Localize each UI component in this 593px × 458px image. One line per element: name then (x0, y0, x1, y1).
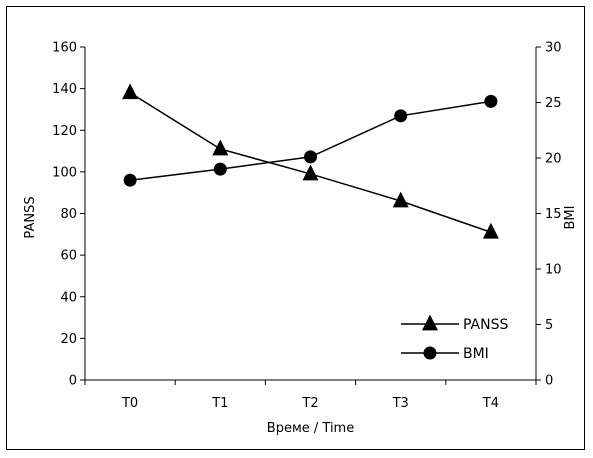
left-axis-tick-label: 100 (52, 165, 77, 180)
legend-label: BMI (463, 346, 489, 362)
legend-item: PANSS (401, 314, 508, 333)
right-axis-ticks: 0 5 10 15 20 25 30 (536, 41, 562, 389)
legend: PANSS BMI (401, 314, 508, 362)
left-axis-tick-label: 20 (60, 332, 77, 347)
left-axis-tick-label: 80 (60, 207, 77, 222)
x-axis-title: Време / Time (267, 421, 354, 436)
right-axis-title: BMI (563, 206, 578, 230)
legend-triangle-marker (422, 314, 438, 331)
right-axis-tick-label: 0 (545, 374, 553, 389)
left-axis-tick-label: 40 (60, 290, 77, 305)
x-axis-tick-label: T2 (301, 396, 318, 411)
series-point-bmi (394, 109, 408, 123)
legend-circle-marker (423, 346, 437, 360)
left-axis-tick-label: 120 (52, 124, 77, 139)
series-point-panss (392, 191, 409, 208)
series-point-panss (482, 222, 499, 239)
right-axis-tick-label: 10 (545, 263, 562, 278)
x-axis-tick-label: T0 (121, 396, 138, 411)
legend-item: BMI (401, 346, 489, 362)
series-markers (122, 83, 499, 239)
right-axis-tick-label: 15 (545, 207, 562, 222)
right-axis-tick-label: 5 (545, 318, 553, 333)
series-point-bmi (304, 150, 317, 164)
series-point-bmi (123, 173, 137, 187)
legend-label: PANSS (463, 317, 508, 333)
x-axis-ticks: T0 T1 T2 T3 T4 (84, 380, 537, 411)
left-axis-tick-label: 160 (52, 41, 77, 56)
chart-frame: 0 20 40 60 80 100 120 140 160 0 5 10 15 20 25 30 T0 T1 T… (6, 6, 585, 450)
x-axis-tick-label: T4 (482, 396, 499, 411)
series-point-panss (302, 164, 319, 181)
x-axis-tick-label: T3 (392, 396, 409, 411)
left-axis-tick-label: 0 (69, 374, 77, 389)
series-point-panss (122, 83, 139, 100)
left-axis-tick-label: 60 (60, 249, 77, 264)
series-point-bmi (484, 94, 498, 108)
right-axis-tick-label: 30 (545, 41, 562, 56)
left-axis-tick-label: 140 (52, 82, 77, 97)
series-point-bmi (213, 162, 227, 176)
left-axis-ticks: 0 20 40 60 80 100 120 140 160 (52, 41, 85, 389)
left-axis-title: PANSS (23, 196, 38, 238)
series-point-panss (212, 139, 229, 156)
right-axis-tick-label: 20 (545, 152, 562, 167)
right-axis-tick-label: 25 (545, 96, 562, 111)
x-axis-tick-label: T1 (211, 396, 228, 411)
